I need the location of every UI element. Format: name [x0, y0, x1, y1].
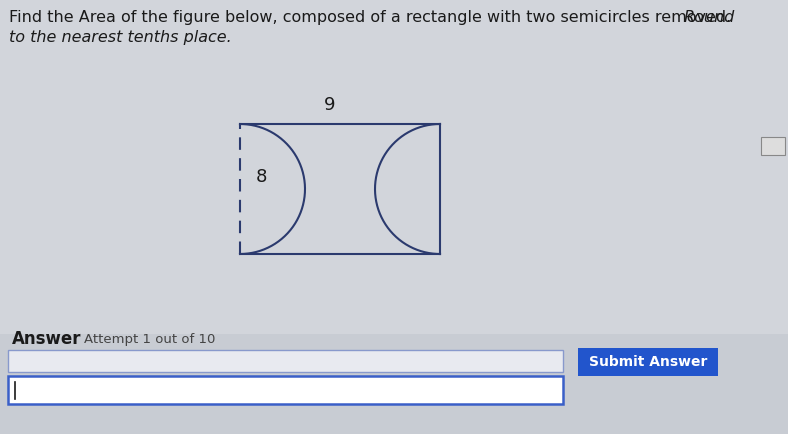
Text: Submit Answer: Submit Answer	[589, 355, 707, 369]
Text: 8: 8	[256, 168, 267, 186]
Text: Attempt 1 out of 10: Attempt 1 out of 10	[84, 332, 215, 345]
Text: Find the Area of the figure below, composed of a rectangle with two semicircles : Find the Area of the figure below, compo…	[9, 10, 737, 25]
FancyBboxPatch shape	[761, 137, 785, 155]
Text: Answer: Answer	[12, 330, 81, 348]
Text: 9: 9	[324, 96, 336, 114]
FancyBboxPatch shape	[8, 376, 563, 404]
FancyBboxPatch shape	[8, 350, 563, 372]
Bar	[0, 0, 788, 334]
FancyBboxPatch shape	[578, 348, 718, 376]
Text: Round: Round	[683, 10, 734, 25]
Text: to the nearest tenths place.: to the nearest tenths place.	[9, 30, 232, 46]
